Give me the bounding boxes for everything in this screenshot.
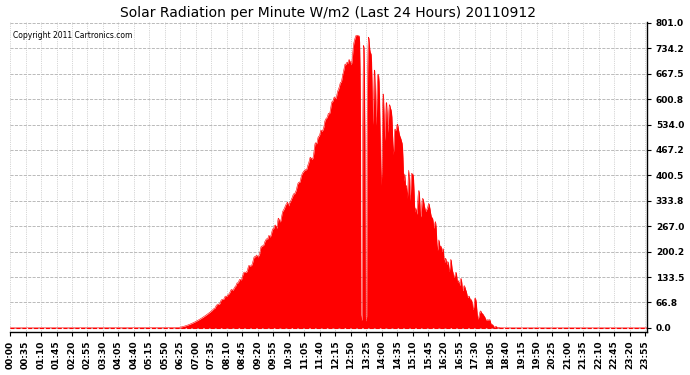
Title: Solar Radiation per Minute W/m2 (Last 24 Hours) 20110912: Solar Radiation per Minute W/m2 (Last 24…	[121, 6, 536, 20]
Text: Copyright 2011 Cartronics.com: Copyright 2011 Cartronics.com	[13, 32, 132, 40]
